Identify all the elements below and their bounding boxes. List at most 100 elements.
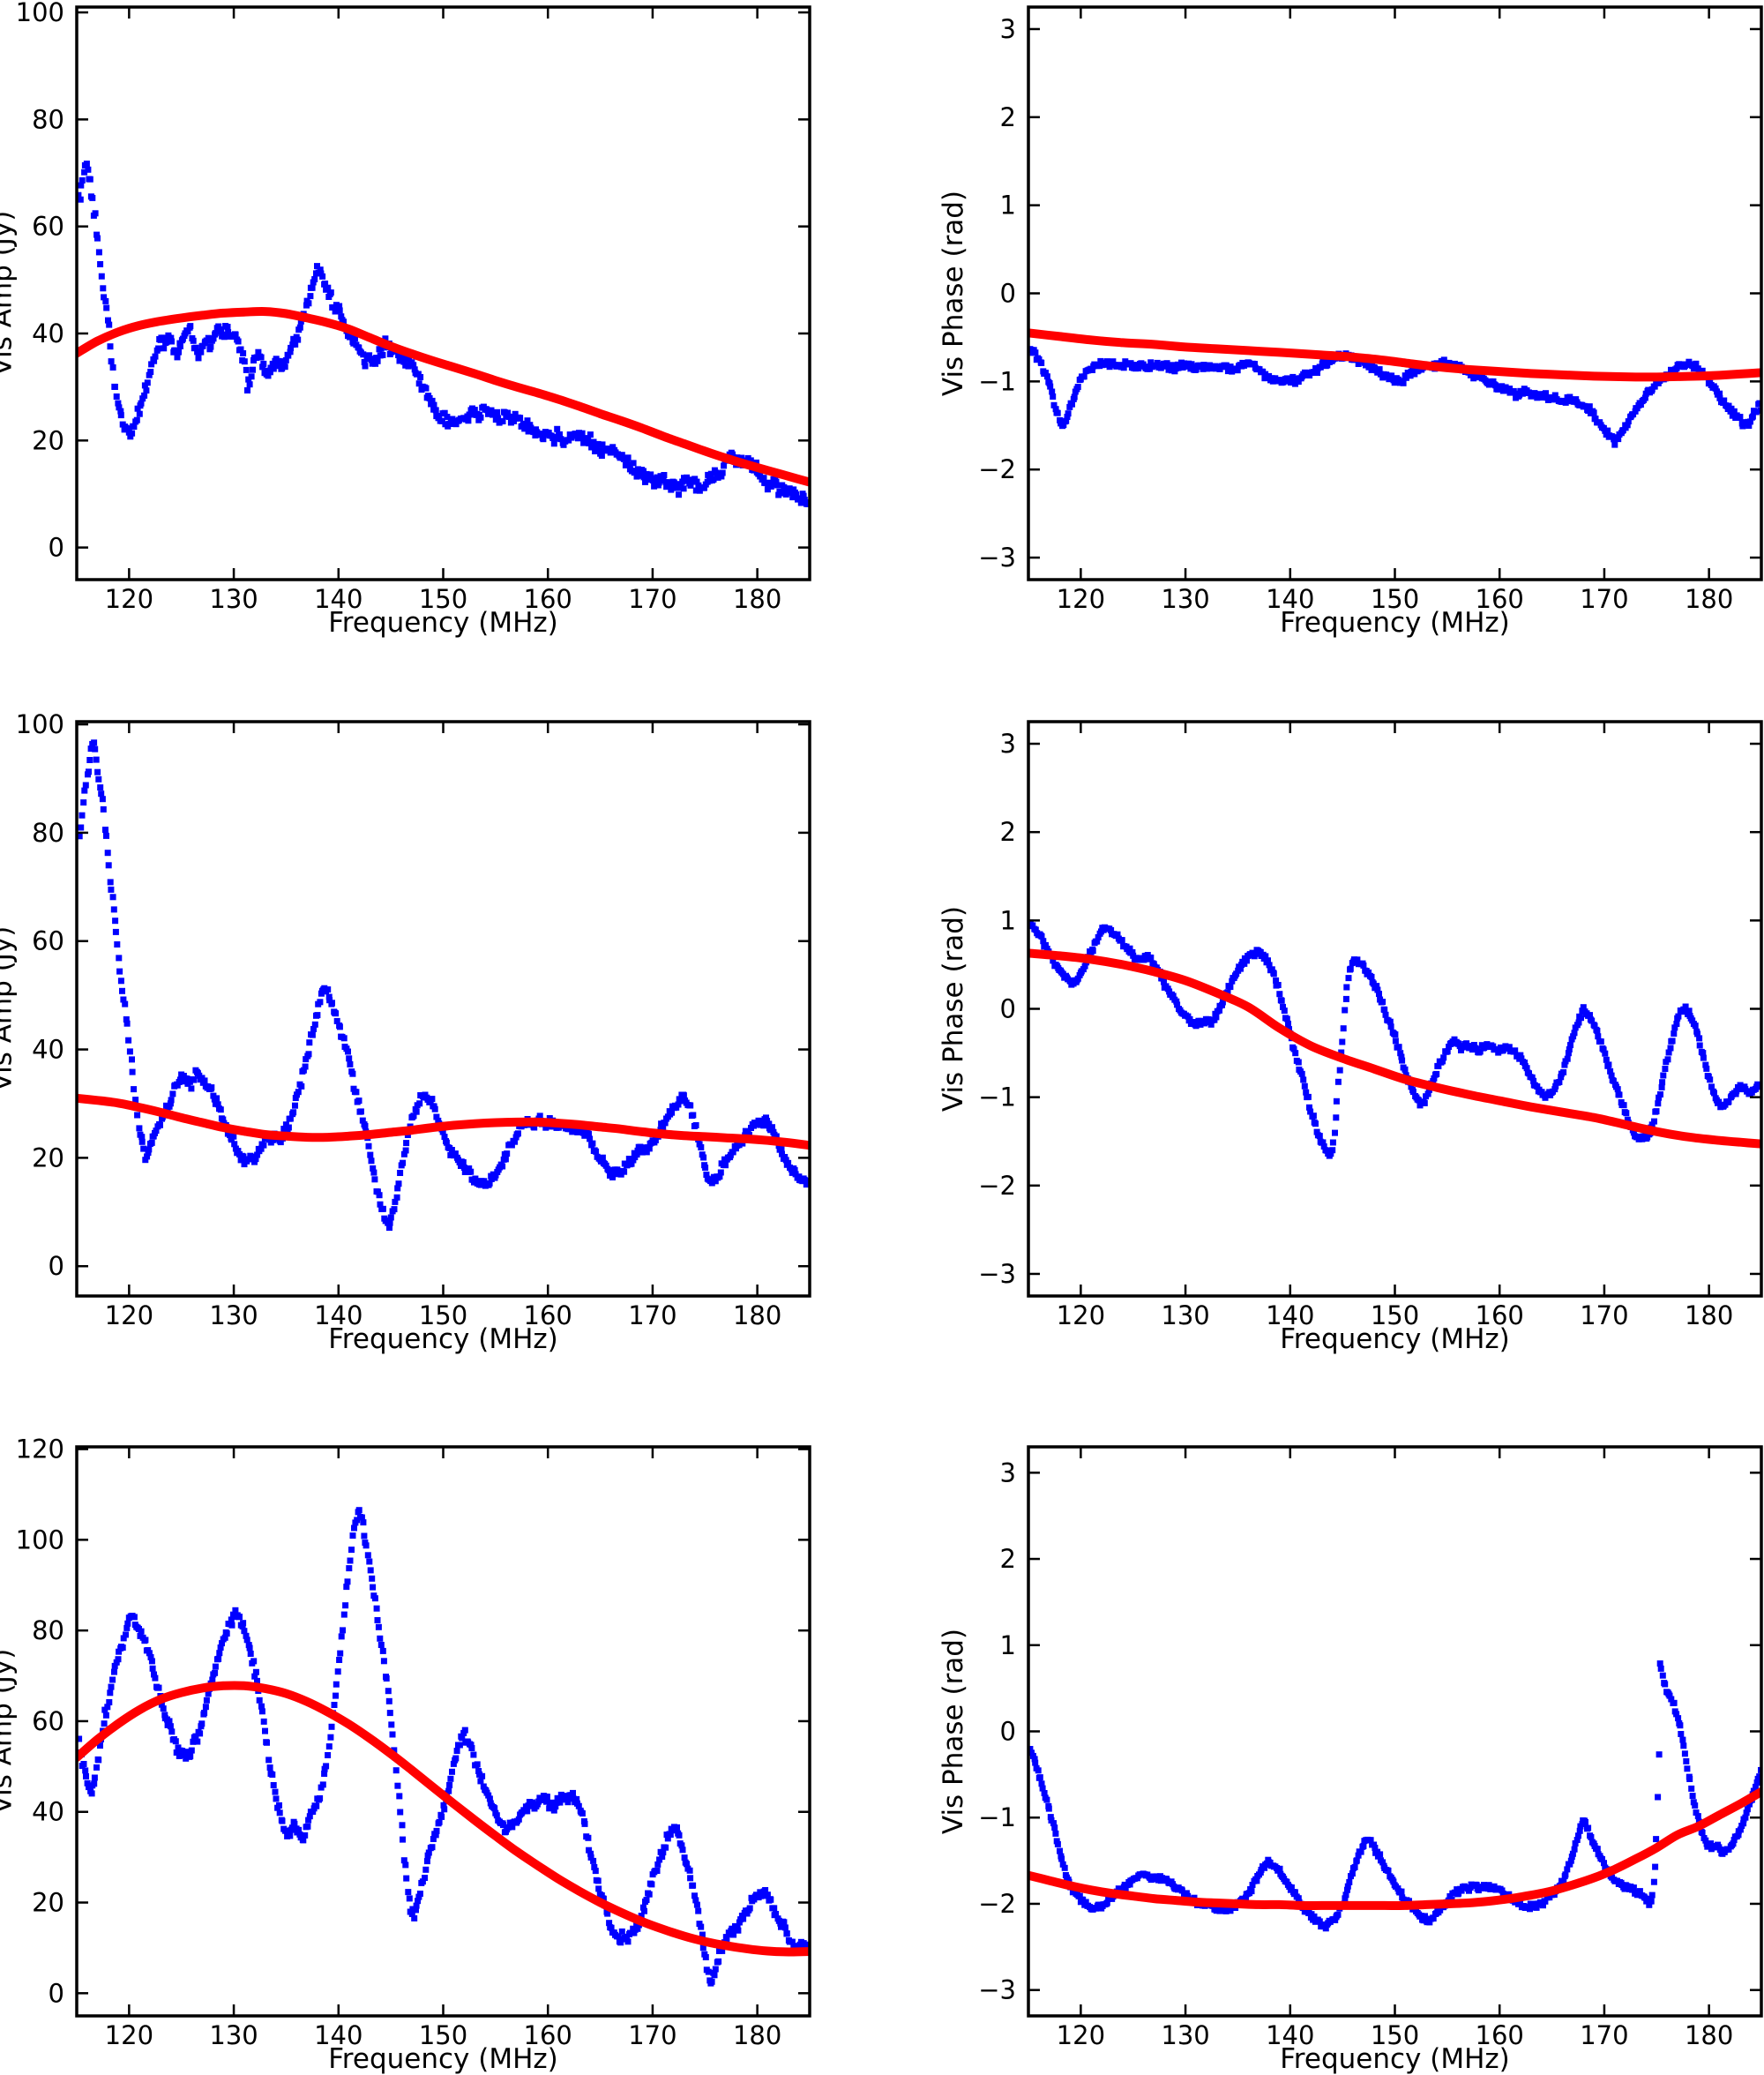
scatter-series-data (77, 1507, 810, 1987)
x-tick-label: 180 (733, 1300, 781, 1330)
plot-area (77, 739, 810, 1232)
x-tick-label: 120 (1057, 584, 1105, 614)
x-tick-label: 180 (1685, 584, 1733, 614)
x-tick-label: 170 (1580, 2020, 1628, 2050)
tick-labels: 120 130 140 150 160 170 180 −3 −2 −1 0 1 2 3 (978, 1457, 1733, 2050)
vis-phase-1-plot: 120 130 140 150 160 170 180 −3 −2 −1 0 1 2 3 (978, 5, 1763, 614)
axes-frame (1027, 5, 1763, 581)
y-axis-label-wrap: Vis Phase (rad) (935, 7, 974, 580)
y-tick-label: 0 (49, 1978, 64, 2008)
x-tick-label: 170 (628, 584, 676, 614)
x-tick-label: 150 (1371, 1300, 1419, 1330)
tick-labels: 120 130 140 150 160 170 180 −3 −2 −1 0 1 2 3 (978, 729, 1733, 1330)
plot-area (1028, 1660, 1761, 1932)
x-tick-label: 160 (1476, 584, 1524, 614)
tick-labels: 120 130 140 150 160 170 180 0 20 40 60 80 100 120 (16, 1435, 782, 2050)
y-axis-label-wrap: Vis Amp (Jy) (0, 7, 22, 580)
axes-frame (1027, 1445, 1763, 2018)
y-tick-label: 60 (32, 926, 64, 956)
y-tick-label: 60 (32, 1706, 64, 1736)
x-tick-label: 150 (419, 584, 467, 614)
scatter-series-data (77, 161, 810, 507)
x-tick-label: 180 (733, 2020, 781, 2050)
x-tick-label: 120 (105, 2020, 153, 2050)
tick-marks (1028, 1447, 1761, 2016)
subplot-vis-phase-2: 120 130 140 150 160 170 180 −3 −2 −1 0 1 2 3 Vis Phas… (938, 720, 1763, 1353)
x-tick-label: 170 (1580, 1300, 1628, 1330)
x-tick-label: 170 (628, 1300, 676, 1330)
y-tick-label: −3 (978, 543, 1016, 573)
y-tick-label: −3 (978, 1975, 1016, 2005)
y-axis-label: Vis Amp (Jy) (0, 210, 19, 377)
axes-frame (75, 1445, 811, 2018)
y-tick-label: 3 (1000, 1457, 1016, 1487)
x-tick-label: 150 (1371, 584, 1419, 614)
model-curve-model (77, 1093, 810, 1150)
y-tick-label: 40 (32, 318, 64, 348)
y-tick-label: 1 (1000, 905, 1016, 935)
x-axis-label: Frequency (MHz) (328, 2043, 558, 2075)
model-curve-model (1028, 948, 1761, 1149)
y-tick-label: 3 (1000, 14, 1016, 44)
y-tick-label: 0 (1000, 1717, 1016, 1747)
y-tick-label: 100 (16, 1524, 64, 1554)
y-tick-label: 80 (32, 104, 64, 134)
y-tick-label: −1 (978, 1082, 1016, 1112)
y-tick-label: 2 (1000, 817, 1016, 847)
x-tick-label: 130 (209, 2020, 258, 2050)
x-tick-label: 120 (1057, 2020, 1105, 2050)
model-curve-model (1028, 328, 1761, 382)
subplot-vis-phase-3: 120 130 140 150 160 170 180 −3 −2 −1 0 1 2 3 Vis Phas… (938, 1445, 1763, 2073)
x-tick-label: 130 (1161, 1300, 1209, 1330)
subplot-vis-amp-2: 120 130 140 150 160 170 180 0 20 40 60 80 100 Vis Am… (0, 709, 811, 1353)
x-tick-label: 160 (524, 2020, 572, 2050)
y-tick-label: 0 (49, 533, 64, 563)
model-curve-model (77, 1681, 810, 1957)
x-tick-label: 140 (314, 2020, 363, 2050)
x-axis-label: Frequency (MHz) (1280, 2043, 1510, 2075)
subplot-vis-phase-1: 120 130 140 150 160 170 180 −3 −2 −1 0 1 2 3 Vis Phas… (938, 5, 1763, 637)
tick-marks (77, 722, 810, 1296)
y-axis-label: Vis Amp (Jy) (0, 1648, 19, 1815)
tick-marks (77, 7, 810, 580)
vis-amp-3-plot: 120 130 140 150 160 170 180 0 20 40 60 80 100 120 (16, 1435, 811, 2050)
x-tick-label: 140 (1266, 2020, 1314, 2050)
plot-area (77, 161, 810, 507)
y-tick-label: 1 (1000, 1630, 1016, 1660)
y-tick-label: 60 (32, 212, 64, 242)
x-tick-label: 170 (1580, 584, 1628, 614)
y-tick-label: 80 (32, 1615, 64, 1645)
y-tick-label: 40 (32, 1035, 64, 1065)
tick-labels: 120 130 140 150 160 170 180 0 20 40 60 80 100 (16, 709, 782, 1330)
y-tick-label: 2 (1000, 1544, 1016, 1574)
tick-marks (77, 1447, 810, 2016)
model-curve-model (77, 307, 810, 487)
x-tick-label: 140 (314, 584, 363, 614)
y-tick-label: 1 (1000, 191, 1016, 221)
x-tick-label: 180 (1685, 1300, 1733, 1330)
scatter-series-data (1028, 346, 1761, 448)
y-axis-label: Vis Phase (rad) (938, 905, 970, 1112)
y-axis-label-wrap: Vis Amp (Jy) (0, 722, 22, 1296)
x-axis-label: Frequency (MHz) (328, 607, 558, 639)
y-tick-label: −2 (978, 1889, 1016, 1919)
y-tick-label: 0 (49, 1251, 64, 1281)
plot-area (1028, 328, 1761, 448)
y-axis-label: Vis Amp (Jy) (0, 925, 19, 1092)
plot-area (77, 1507, 810, 1987)
x-tick-label: 120 (105, 1300, 153, 1330)
y-tick-label: 20 (32, 1888, 64, 1918)
y-tick-label: 80 (32, 818, 64, 848)
y-tick-label: 100 (16, 709, 64, 739)
x-tick-label: 150 (419, 1300, 467, 1330)
vis-amp-2-plot: 120 130 140 150 160 170 180 0 20 40 60 80 100 (16, 709, 811, 1330)
tick-labels: 120 130 140 150 160 170 180 0 20 40 60 80 100 (16, 0, 782, 614)
x-tick-label: 130 (1161, 2020, 1209, 2050)
tick-marks (1028, 722, 1761, 1296)
subplot-vis-amp-1: 120 130 140 150 160 170 180 0 20 40 60 80 100 Vis Am… (0, 0, 811, 637)
tick-marks (1028, 7, 1761, 580)
x-axis-label: Frequency (MHz) (328, 1323, 558, 1355)
axes-frame (75, 720, 811, 1298)
y-tick-label: 40 (32, 1797, 64, 1827)
x-tick-label: 180 (1685, 2020, 1733, 2050)
